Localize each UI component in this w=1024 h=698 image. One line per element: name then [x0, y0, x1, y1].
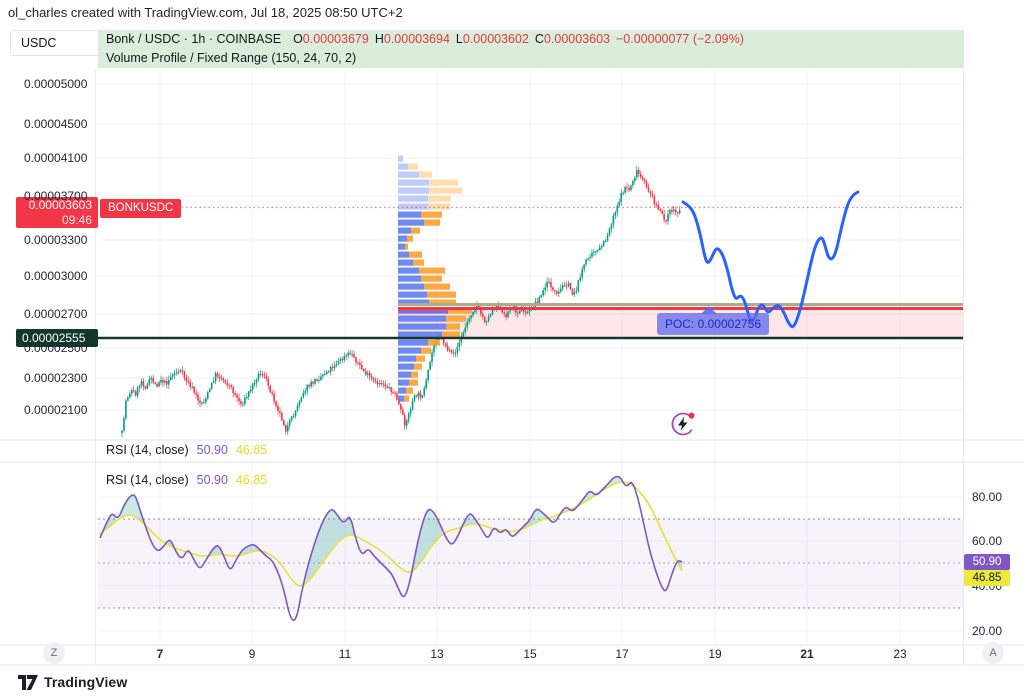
price-axis-label: 0.00003000: [24, 269, 88, 283]
current-price-tag: 0.00003603 09:46: [16, 197, 98, 228]
price-axis-label: 0.00004100: [24, 151, 88, 165]
ohlc-key: C: [534, 32, 544, 46]
ohlc-value: 0.00003602: [462, 32, 529, 46]
candlestick-series: [121, 165, 681, 438]
rsi-line: [99, 475, 683, 622]
indicator-title: Volume Profile / Fixed Range (150, 24, 7…: [106, 51, 357, 65]
ohlc-key: L: [455, 32, 463, 46]
price-axis-label: 0.00003700: [24, 189, 88, 203]
volume-profile: [398, 155, 472, 402]
price-axis-label: 0.00004500: [24, 117, 88, 131]
auto-scale-button[interactable]: A: [982, 642, 1004, 664]
rsi-legend-collapsed-pane[interactable]: RSI (14, close) 50.90 46.85: [106, 443, 268, 457]
ohlc-key: H: [374, 32, 384, 46]
support-level-tag: 0.00002555: [16, 329, 98, 347]
boost-icon: [671, 412, 695, 436]
tradingview-logo-text: TradingView: [44, 674, 128, 690]
symbol-legend-row[interactable]: Bonk / USDC · 1h · COINBASE O0.00003679 H0…: [98, 30, 964, 49]
poc-callout[interactable]: POC: 0.00002756: [657, 306, 769, 335]
price-axis-label: 0.00002500: [24, 341, 88, 355]
ohlc-value: 0.00003603: [543, 32, 610, 46]
countdown-timer: 09:46: [61, 213, 92, 227]
time-axis-label: 21: [800, 647, 814, 661]
rsi-axis-label: 80.00: [972, 490, 1003, 504]
time-axis-label: 17: [615, 647, 629, 661]
time-axis-label: 7: [156, 647, 164, 661]
ohlc-values: O0.00003679 H0.00003694 L0.00003602 C0.0000…: [287, 32, 610, 46]
price-axis-label: 0.00002300: [24, 371, 88, 385]
price-axis-label: 0.00002100: [24, 403, 88, 417]
time-axis-label: 13: [430, 647, 444, 661]
current-price-value: 0.00003603: [28, 198, 92, 212]
price-axis-label: 0.00005000: [24, 77, 88, 91]
tradingview-logo-icon: [18, 674, 38, 690]
time-axis-label: 9: [248, 647, 256, 661]
time-axis-label: 23: [893, 647, 907, 661]
symbol-title: Bonk / USDC · 1h · COINBASE: [106, 32, 282, 46]
ohlc-key: O: [293, 32, 303, 46]
rsi-axis-label: 60.00: [972, 534, 1003, 548]
symbol-price-label: BONKUSDC: [100, 199, 182, 218]
chart-legend: Bonk / USDC · 1h · COINBASE O0.00003679 H0…: [98, 30, 964, 68]
rsi-value-badge: 46.85: [964, 570, 1010, 586]
ohlc-value: 0.00003694: [383, 32, 450, 46]
time-axis-label: 11: [338, 647, 352, 661]
price-axis-label: 0.00003300: [24, 233, 88, 247]
ohlc-value: 0.00003679: [302, 32, 369, 46]
time-axis-label: 15: [523, 647, 537, 661]
timezone-button[interactable]: Z: [43, 642, 65, 664]
price-scale-currency-button[interactable]: USDC: [10, 30, 104, 56]
change-value: −0.00000077 (−2.09%): [616, 32, 744, 46]
attribution-text: ol_charles created with TradingView.com,…: [8, 5, 403, 20]
rsi-axis-label: 20.00: [972, 624, 1003, 638]
rsi-legend[interactable]: RSI (14, close) 50.90 46.85: [106, 473, 268, 487]
projection-drawing: [681, 190, 860, 329]
tradingview-logo[interactable]: TradingView: [18, 674, 127, 690]
indicator-legend-row[interactable]: Volume Profile / Fixed Range (150, 24, 7…: [98, 49, 964, 68]
time-axis-label: 19: [708, 647, 722, 661]
rsi-value-badge: 50.90: [964, 554, 1010, 570]
price-axis-label: 0.00002700: [24, 307, 88, 321]
